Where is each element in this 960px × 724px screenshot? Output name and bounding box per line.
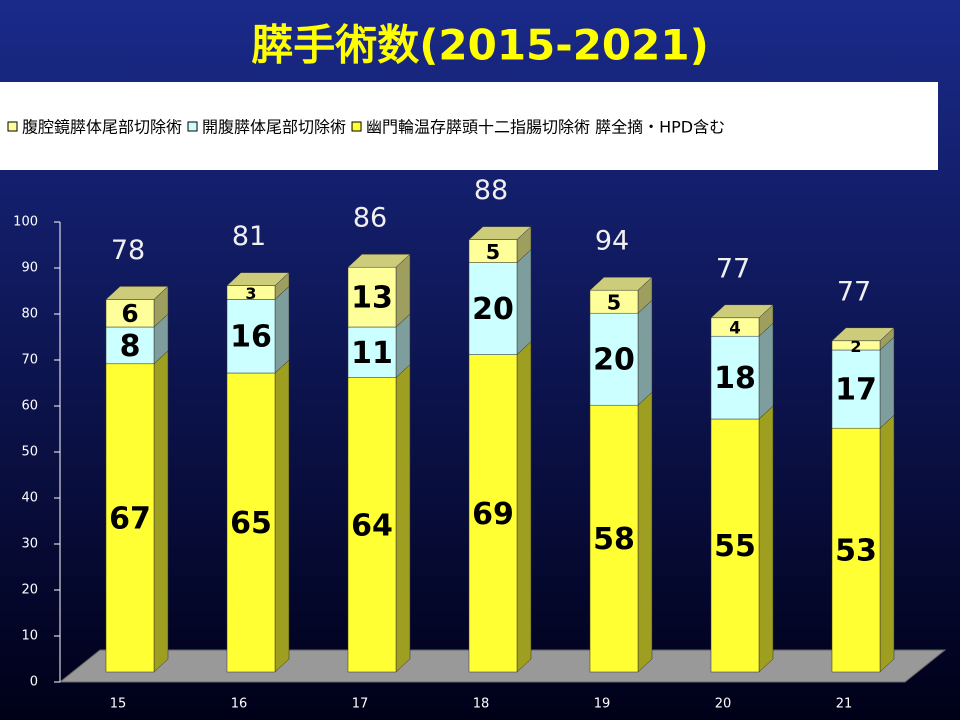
value-label: 2 bbox=[850, 337, 861, 356]
value-label: 69 bbox=[472, 497, 514, 532]
bar bbox=[589, 404, 639, 673]
chart-title: 膵手術数(2015-2021) bbox=[251, 21, 709, 70]
value-label: 18 bbox=[714, 361, 756, 396]
value-label: 11 bbox=[351, 336, 393, 371]
value-label: 17 bbox=[835, 373, 877, 408]
y-tick-label: 70 bbox=[21, 353, 38, 368]
legend-label: 開腹膵体尾部切除術 bbox=[202, 118, 346, 137]
total-label: 88 bbox=[474, 175, 508, 206]
legend-box bbox=[0, 82, 938, 170]
bar-side bbox=[758, 405, 774, 673]
bar-top bbox=[226, 272, 290, 286]
total-label: 81 bbox=[232, 221, 266, 252]
bar bbox=[347, 326, 397, 378]
total-label: 77 bbox=[716, 253, 750, 284]
y-tick-label: 0 bbox=[30, 675, 38, 690]
legend-swatch bbox=[187, 121, 198, 132]
value-label: 67 bbox=[109, 501, 151, 536]
bar bbox=[710, 418, 760, 673]
total-label: 86 bbox=[353, 203, 387, 234]
bar-top bbox=[105, 286, 169, 300]
legend: 腹腔鏡膵体尾部切除術 開腹膵体尾部切除術 幽門輪温存膵頭十二指腸切除術 膵全摘・HP… bbox=[7, 118, 725, 137]
bar-side bbox=[758, 322, 774, 420]
bar-top bbox=[468, 226, 532, 240]
bar-side bbox=[153, 350, 169, 673]
y-tick-label: 60 bbox=[21, 399, 38, 414]
total-label: 94 bbox=[595, 226, 629, 257]
y-tick-label: 40 bbox=[21, 491, 38, 506]
bar bbox=[105, 326, 155, 365]
y-tick-label: 20 bbox=[21, 583, 38, 598]
y-tick-label: 10 bbox=[21, 629, 38, 644]
bar-top bbox=[710, 304, 774, 319]
y-tick-label: 90 bbox=[21, 261, 38, 276]
x-tick-label: 21 bbox=[836, 697, 853, 712]
x-tick-label: 20 bbox=[715, 697, 732, 712]
bar bbox=[831, 427, 881, 673]
x-tick-label: 15 bbox=[110, 697, 127, 712]
bar bbox=[226, 372, 276, 673]
x-tick-label: 17 bbox=[352, 697, 369, 712]
bar bbox=[347, 377, 397, 673]
value-label: 58 bbox=[593, 522, 635, 557]
legend-swatch bbox=[7, 121, 18, 132]
plot-area: 1567867816651638117641113861869205881958… bbox=[105, 175, 895, 712]
value-label: 13 bbox=[351, 281, 393, 316]
bar bbox=[347, 266, 397, 328]
value-label: 65 bbox=[230, 506, 272, 541]
bar-top bbox=[831, 327, 895, 342]
bar-side bbox=[274, 359, 290, 673]
bar bbox=[831, 349, 881, 429]
value-label: 4 bbox=[729, 319, 741, 338]
bar-side bbox=[274, 285, 290, 374]
x-tick-label: 18 bbox=[473, 697, 490, 712]
bar bbox=[105, 363, 155, 673]
bar-side bbox=[879, 414, 895, 673]
value-label: 5 bbox=[607, 291, 621, 315]
bar-top bbox=[347, 253, 411, 268]
legend-swatch bbox=[351, 121, 362, 132]
value-label: 8 bbox=[120, 329, 141, 364]
y-tick-label: 30 bbox=[21, 537, 38, 552]
bar bbox=[468, 354, 518, 673]
bar bbox=[226, 299, 276, 374]
value-label: 5 bbox=[486, 240, 500, 264]
legend-label: 腹腔鏡膵体尾部切除術 bbox=[22, 118, 182, 137]
y-tick-label: 50 bbox=[21, 445, 38, 460]
bar-side bbox=[637, 299, 653, 406]
value-label: 6 bbox=[121, 299, 138, 328]
y-tick-label: 80 bbox=[21, 307, 38, 322]
value-label: 3 bbox=[245, 284, 256, 303]
legend-label: 幽門輪温存膵頭十二指腸切除術 膵全摘・HPD含む bbox=[366, 118, 725, 137]
value-label: 20 bbox=[472, 292, 514, 327]
value-label: 20 bbox=[593, 343, 635, 378]
total-label: 77 bbox=[837, 276, 871, 307]
total-label: 78 bbox=[111, 235, 145, 266]
value-label: 55 bbox=[714, 529, 756, 564]
bar-top bbox=[589, 276, 653, 291]
bar-side bbox=[637, 391, 653, 673]
bar-side bbox=[516, 249, 532, 356]
y-tick-label: 100 bbox=[13, 215, 38, 230]
value-label: 64 bbox=[351, 508, 393, 543]
x-tick-label: 19 bbox=[594, 697, 611, 712]
value-label: 16 bbox=[230, 320, 272, 355]
bar bbox=[589, 312, 639, 406]
bar-side bbox=[879, 336, 895, 429]
bar bbox=[710, 335, 760, 420]
bar-side bbox=[395, 364, 411, 673]
value-label: 53 bbox=[835, 534, 877, 569]
bar-side bbox=[516, 341, 532, 673]
x-tick-label: 16 bbox=[231, 697, 248, 712]
